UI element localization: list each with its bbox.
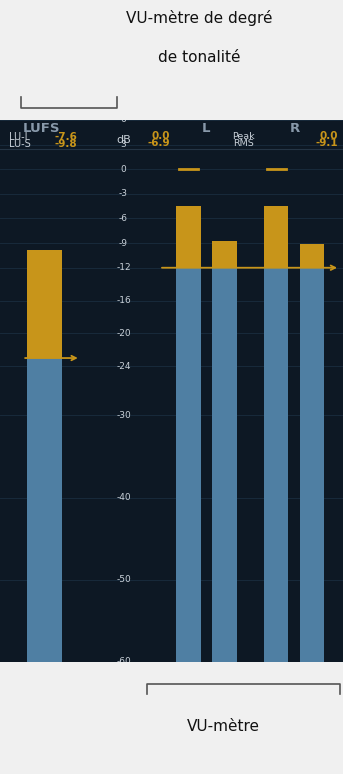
Text: 6: 6 [121, 115, 126, 125]
Bar [27, 250, 62, 358]
Text: -6.9: -6.9 [147, 139, 170, 149]
Text: 3: 3 [121, 140, 126, 149]
Text: 0: 0 [121, 165, 126, 173]
Text: LUFS: LUFS [22, 122, 60, 135]
Text: de tonalité: de tonalité [158, 50, 240, 65]
Text: -16: -16 [116, 296, 131, 305]
Text: LU-I: LU-I [9, 132, 27, 142]
Text: -24: -24 [116, 361, 131, 371]
Bar [212, 268, 237, 662]
Text: -20: -20 [116, 329, 131, 338]
Text: RMS: RMS [233, 139, 254, 148]
Bar [264, 206, 288, 268]
Text: -9.1: -9.1 [315, 139, 338, 149]
Text: 0.0: 0.0 [319, 132, 338, 142]
Text: -40: -40 [116, 493, 131, 502]
Text: -30: -30 [116, 411, 131, 420]
Text: -3: -3 [119, 190, 128, 198]
Text: -50: -50 [116, 575, 131, 584]
Bar [212, 241, 237, 268]
Text: -6: -6 [119, 214, 128, 223]
Text: R: R [290, 122, 300, 135]
Bar [27, 358, 62, 662]
Text: -12: -12 [116, 263, 131, 272]
Text: 0.0: 0.0 [151, 132, 170, 142]
Bar [300, 244, 324, 268]
Text: dB: dB [116, 135, 131, 146]
Text: VU-mètre de degré: VU-mètre de degré [126, 9, 272, 26]
Text: -60: -60 [116, 657, 131, 666]
Bar [176, 268, 201, 662]
Bar [176, 206, 201, 268]
Bar [300, 268, 324, 662]
Text: LU-S: LU-S [9, 139, 30, 149]
Text: VU-mètre: VU-mètre [187, 719, 259, 735]
Text: -9.8: -9.8 [55, 139, 77, 149]
Text: L: L [202, 122, 210, 135]
Text: Peak: Peak [232, 132, 255, 141]
Bar [264, 268, 288, 662]
Text: -7.6: -7.6 [54, 132, 77, 142]
Text: -9: -9 [119, 238, 128, 248]
